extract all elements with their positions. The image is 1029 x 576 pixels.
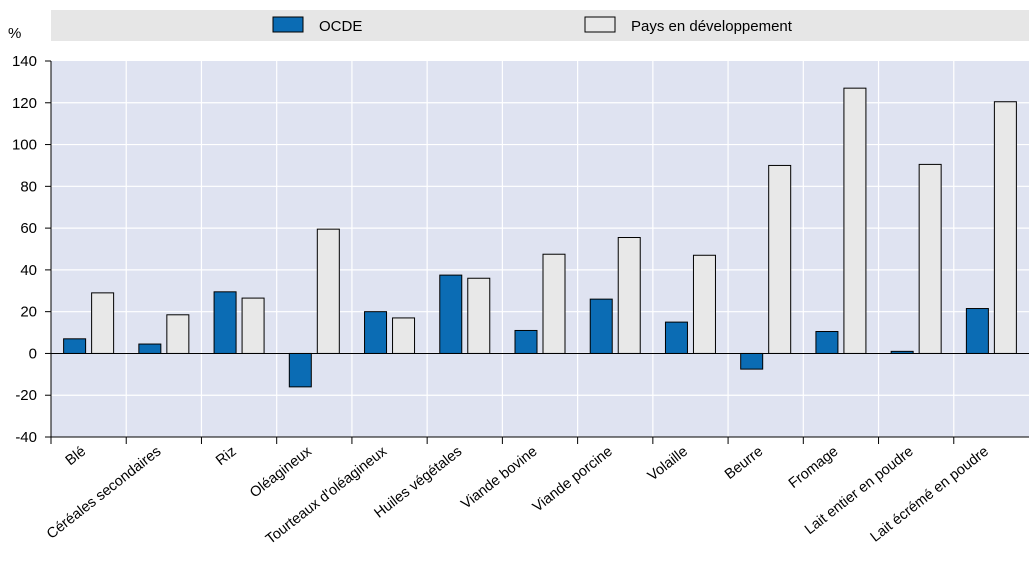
x-tick-label: Volaille bbox=[645, 444, 691, 485]
x-tick-label: Fromage bbox=[786, 444, 842, 492]
legend-swatch-pays-en-developpement bbox=[584, 16, 616, 33]
bar-pays-en-developpement-cereales-secondaires bbox=[166, 314, 190, 354]
y-tick-label: 40 bbox=[20, 262, 37, 279]
bar-pays-en-developpement-viande-porcine bbox=[617, 237, 641, 354]
y-tick-label: 140 bbox=[12, 53, 37, 70]
x-tick-label: Tourteaux d'oléagineux bbox=[263, 443, 391, 548]
legend: OCDE Pays en développement bbox=[272, 16, 793, 35]
bar-pays-en-developpement-lait-ecreme-en-poudre bbox=[993, 101, 1017, 354]
y-tick-label: 80 bbox=[20, 178, 37, 195]
bar-ocde-riz bbox=[213, 291, 237, 354]
x-tick-label: Riz bbox=[213, 444, 239, 470]
x-tick-label: Blé bbox=[63, 444, 89, 470]
bar-pays-en-developpement-riz bbox=[241, 297, 265, 354]
y-tick-label: 60 bbox=[20, 220, 37, 237]
legend-label-ocde: OCDE bbox=[319, 18, 362, 35]
bar-pays-en-developpement-lait-entier-en-poudre bbox=[918, 163, 942, 354]
bar-pays-en-developpement-tourteaux-d-oleagineux bbox=[392, 317, 416, 354]
legend-label-pays-en-developpement: Pays en développement bbox=[631, 18, 793, 35]
bar-ocde-lait-ecreme-en-poudre bbox=[965, 308, 989, 354]
bar-ocde-beurre bbox=[740, 352, 764, 370]
y-axis-unit-label: % bbox=[8, 25, 21, 42]
x-tick-label: Viande bovine bbox=[458, 444, 540, 513]
bar-ocde-tourteaux-d-oleagineux bbox=[364, 311, 388, 354]
x-tick-label: Viande porcine bbox=[530, 444, 616, 516]
bar-ocde-volaille bbox=[664, 321, 688, 354]
x-tick-label: Oléagineux bbox=[247, 443, 315, 501]
bar-pays-en-developpement-fromage bbox=[843, 87, 867, 354]
x-tick-label: Beurre bbox=[722, 444, 766, 483]
y-tick-label: 20 bbox=[20, 304, 37, 321]
bar-ocde-viande-porcine bbox=[589, 298, 613, 354]
bar-ocde-huiles-vegetales bbox=[439, 274, 463, 354]
x-tick-label: Céréales secondaires bbox=[44, 444, 164, 543]
bar-pays-en-developpement-huiles-vegetales bbox=[467, 277, 491, 354]
bar-pays-en-developpement-ble bbox=[91, 292, 115, 354]
plot-area bbox=[51, 61, 1029, 437]
bar-pays-en-developpement-volaille bbox=[692, 254, 716, 354]
y-tick-labels: -40 -20 0 20 40 60 80 100 120 140 bbox=[12, 53, 37, 446]
y-tick-label: -20 bbox=[15, 387, 37, 404]
bar-pays-en-developpement-oleagineux bbox=[316, 228, 340, 354]
bar-ocde-viande-bovine bbox=[514, 329, 538, 354]
y-tick-label: 0 bbox=[29, 345, 37, 362]
axes bbox=[45, 60, 1029, 444]
bar-ocde-fromage bbox=[815, 331, 839, 354]
bar-pays-en-developpement-viande-bovine bbox=[542, 253, 566, 354]
bar-ocde-cereales-secondaires bbox=[138, 343, 162, 354]
bars bbox=[63, 87, 1017, 388]
y-tick-label: -40 bbox=[15, 429, 37, 446]
y-tick-label: 100 bbox=[12, 137, 37, 154]
bar-ocde-oleagineux bbox=[288, 352, 312, 388]
y-tick-label: 120 bbox=[12, 95, 37, 112]
bar-ocde-ble bbox=[63, 338, 87, 354]
bar-pays-en-developpement-beurre bbox=[768, 164, 792, 354]
legend-swatch-ocde bbox=[272, 16, 304, 33]
legend-band bbox=[51, 10, 1029, 41]
